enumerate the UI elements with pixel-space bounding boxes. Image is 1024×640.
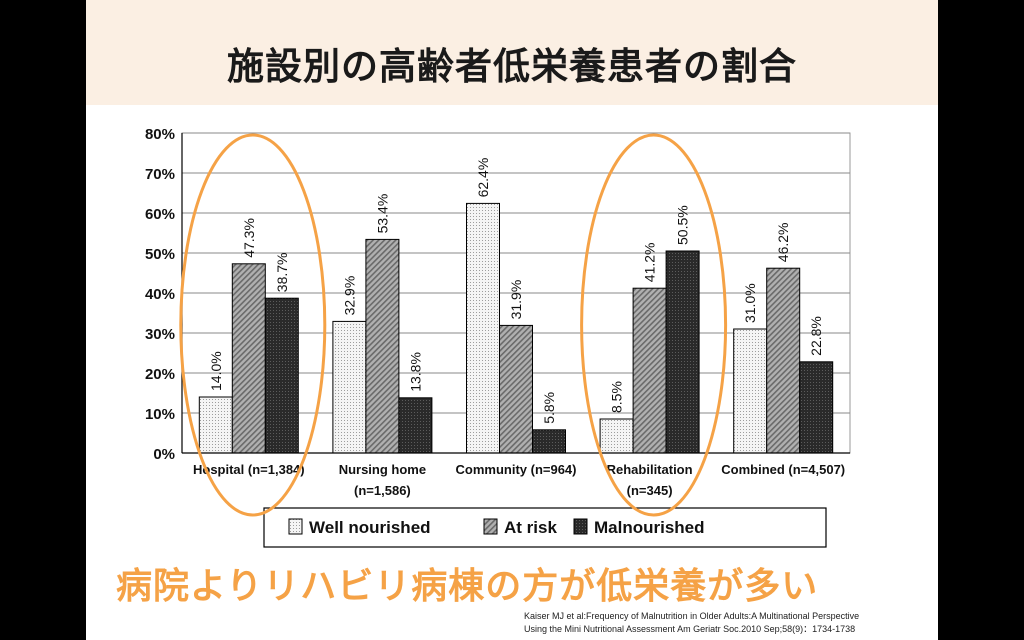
bar-malnourished: [799, 361, 834, 454]
bar-value-label: 31.9%: [508, 280, 524, 320]
bar-well-nourished: [332, 320, 367, 454]
bar-value-label: 41.2%: [642, 242, 658, 282]
slide-title: 施設別の高齢者低栄養患者の割合: [227, 45, 797, 88]
bar-value-label: 13.8%: [407, 352, 423, 392]
bar-value-label: 8.5%: [609, 381, 625, 413]
citation-line-2: Using the Mini Nutritional Assessment Am…: [524, 624, 856, 634]
bar-value-label: 46.2%: [775, 222, 791, 262]
legend-label: Well nourished: [309, 518, 431, 537]
y-tick-label: 70%: [145, 166, 175, 183]
y-tick-label: 20%: [145, 366, 175, 383]
bar-value-label: 53.4%: [374, 194, 390, 234]
bar-malnourished: [264, 297, 299, 454]
slide: 施設別の高齢者低栄養患者の割合 0% 10% 20% 30% 40% 50% 60% 70% 8…: [86, 0, 938, 640]
title-band: [86, 0, 938, 105]
highlight-ellipse: [580, 133, 728, 517]
y-tick-label: 0%: [153, 446, 175, 463]
y-tick-label: 60%: [145, 206, 175, 223]
bar-value-label: 31.0%: [742, 283, 758, 323]
bar-malnourished: [398, 397, 433, 454]
citation-line-1: Kaiser MJ et al:Frequency of Malnutritio…: [524, 611, 860, 621]
legend-swatch: [483, 518, 498, 535]
bar-malnourished: [532, 429, 566, 454]
y-tick-label: 40%: [145, 286, 175, 303]
y-tick-label: 80%: [145, 126, 175, 143]
highlight-ellipse: [179, 133, 327, 517]
bar-malnourished: [665, 250, 700, 454]
bar-value-label: 50.5%: [675, 205, 691, 245]
bar-value-label: 5.8%: [541, 392, 557, 424]
conclusion-text: 病院よりリハビリ病棟の方が低栄養が多い: [116, 566, 819, 607]
x-category-label-line2: (n=1,586): [354, 483, 411, 498]
bar-well-nourished: [198, 396, 233, 454]
bar-value-label: 32.9%: [341, 276, 357, 316]
bar-at-risk: [231, 263, 266, 454]
bar-at-risk: [499, 324, 533, 454]
bar-value-label: 14.0%: [208, 351, 224, 391]
bar-well-nourished: [733, 328, 768, 454]
y-tick-label: 30%: [145, 326, 175, 343]
bar-value-label: 62.4%: [475, 158, 491, 198]
citation: Kaiser MJ et al:Frequency of Malnutritio…: [524, 610, 934, 636]
y-tick-label: 50%: [145, 246, 175, 263]
legend-swatch: [573, 518, 588, 535]
bar-well-nourished: [466, 202, 500, 454]
bar-at-risk: [632, 287, 667, 454]
bar-at-risk: [365, 238, 400, 454]
legend-label: At risk: [504, 518, 557, 537]
bar-well-nourished: [599, 418, 634, 454]
x-category-label: Combined (n=4,507): [721, 462, 845, 477]
bar-chart: 0% 10% 20% 30% 40% 50% 60% 70% 80% 14.0% 47.3% 38.…: [145, 126, 851, 548]
x-category-label: Nursing home: [339, 462, 426, 477]
legend-swatch: [288, 518, 303, 535]
bar-value-label: 22.8%: [808, 316, 824, 356]
legend-box: [263, 507, 827, 548]
bar-at-risk: [766, 267, 801, 454]
x-category-label: Hospital (n=1,384): [193, 462, 305, 477]
bar-value-label: 38.7%: [274, 252, 290, 292]
x-category-label-line2: (n=345): [627, 483, 673, 498]
bar-value-label: 47.3%: [241, 218, 257, 258]
y-tick-label: 10%: [145, 406, 175, 423]
x-category-label: Rehabilitation: [607, 462, 693, 477]
x-category-label: Community (n=964): [456, 462, 577, 477]
legend-label: Malnourished: [594, 518, 705, 537]
